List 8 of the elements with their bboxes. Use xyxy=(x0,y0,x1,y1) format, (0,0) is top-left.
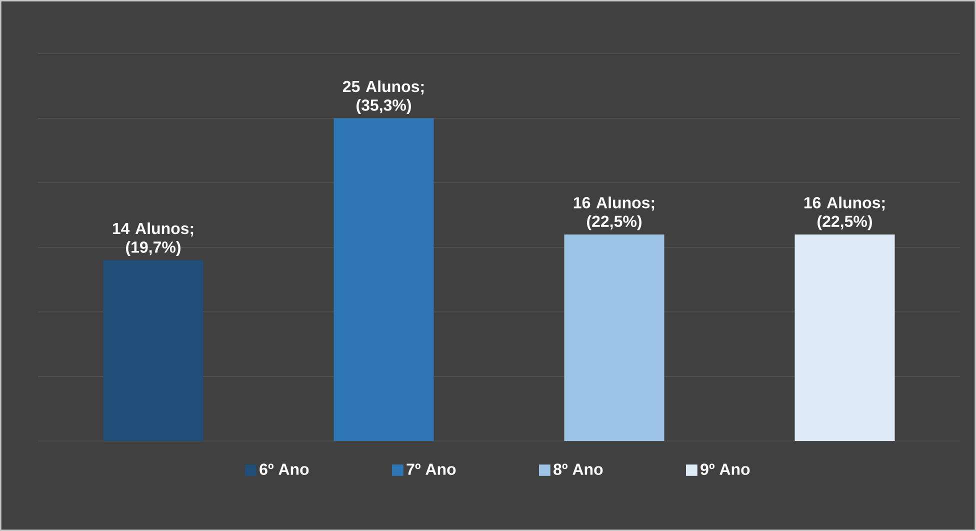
data-label: 16 Alunos; (22,5%) xyxy=(804,196,885,230)
legend-label: 9º Ano xyxy=(700,464,750,475)
legend-label: 8º Ano xyxy=(554,464,603,475)
data-label: 14 Alunos; (19,7%) xyxy=(112,222,194,256)
legend-label: 7º Ano xyxy=(406,464,456,475)
legend-label: 6º Ano xyxy=(260,464,309,475)
data-label: 25 Alunos; (35,3%) xyxy=(342,80,424,114)
data-label: 16 Alunos; (22,5%) xyxy=(574,196,654,230)
